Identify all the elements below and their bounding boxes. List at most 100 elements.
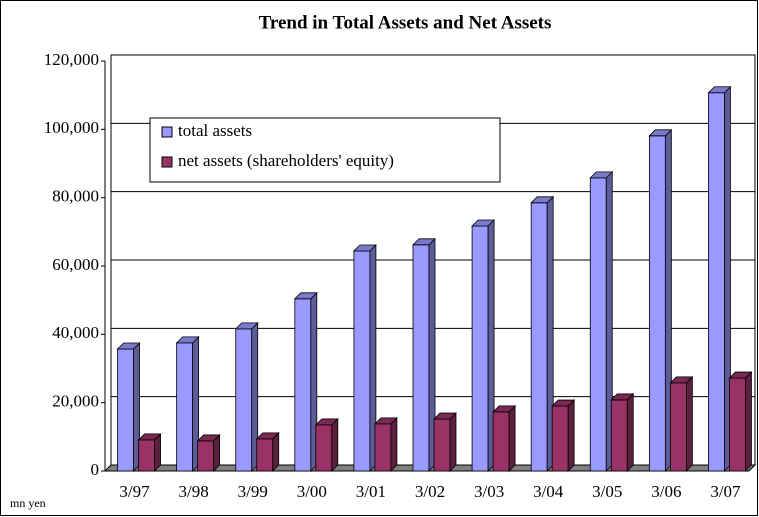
legend-label: net assets (shareholders' equity) [178,151,394,170]
y-tick-label: 80,000 [52,187,99,206]
bar [116,342,141,472]
bar-front [294,298,312,472]
bar [648,128,673,472]
x-tick-label: 3/05 [592,482,622,501]
y-tick-label: 60,000 [52,255,99,274]
bar-side [449,412,457,472]
y-tick-label: 120,000 [44,50,99,69]
bar-front [551,405,569,472]
bar-side [508,404,516,472]
bar-side [626,392,634,472]
bar-front [353,250,371,472]
bar-top [373,417,398,425]
bar-front [374,423,392,472]
bar [707,85,732,472]
bar-top [412,238,436,246]
bar-top [669,376,694,384]
y-tick-label: 0 [91,460,100,479]
bar-top [234,322,259,330]
bar-front [176,342,194,472]
bar-top [707,86,732,94]
bar [669,375,694,472]
bar [589,170,614,472]
bar [551,399,576,472]
bar [314,417,339,472]
y-tick-label: 40,000 [52,323,99,342]
bar-front [256,438,274,472]
bar-front [235,328,253,472]
bar-front [412,244,430,472]
bar [610,392,635,472]
bar-front [471,225,489,472]
legend-swatch [161,126,173,138]
y-tick-label: 20,000 [52,392,99,411]
bar-top [648,129,673,137]
bar [352,244,377,472]
bar-side [331,417,339,472]
bar-top [471,219,496,227]
bar-front [315,424,333,472]
bar-top [255,432,280,440]
bar-front [138,439,155,472]
x-tick-label: 3/97 [119,482,150,501]
bar [530,195,555,472]
bar-top [530,196,555,204]
bar [293,291,318,472]
x-tick-label: 3/98 [179,482,209,501]
bar-top [551,399,576,407]
bar-top [314,418,339,426]
bar-top [352,244,377,252]
bar-front [669,382,687,472]
bar [433,412,457,472]
bar [728,371,753,472]
bar-front [610,399,628,472]
chart-title: Trend in Total Assets and Net Assets [259,12,552,33]
bar-front [492,411,510,472]
bar [137,432,162,472]
bar-front [433,418,451,472]
x-tick-label: 3/04 [533,482,564,501]
bar [234,321,259,472]
bar-top [116,342,141,350]
bar-side [567,399,575,472]
bar [492,404,517,472]
bar [196,433,221,472]
bar-top [433,412,457,420]
legend-swatch [161,156,173,168]
bar-top [610,393,635,401]
legend-label: total assets [178,121,252,140]
bar [412,237,436,472]
legend-box [149,117,501,183]
bar-top [293,292,318,300]
bar-front [117,348,134,472]
bar-front [589,177,607,472]
x-tick-label: 3/00 [297,482,327,501]
bar-front [197,440,215,472]
bar-side [390,416,398,472]
unit-label: mn yen [10,496,46,510]
x-tick-label: 3/01 [356,482,386,501]
bar-side [272,431,280,472]
bar-front [648,135,666,472]
bar-top [492,405,517,413]
bar-top [728,371,753,379]
bar [175,335,200,472]
y-tick-label: 100,000 [44,118,99,137]
bar-top [196,434,221,442]
bar [373,416,398,472]
bar-front [708,92,725,472]
x-tick-label: 3/03 [474,482,504,501]
x-tick-label: 3/99 [238,482,268,501]
bar-side [745,371,752,472]
x-tick-label: 3/02 [415,482,445,501]
x-tick-label: 3/06 [651,482,681,501]
bar-front [530,202,548,472]
bar-top [589,171,614,179]
bar-top [137,433,162,441]
x-tick-label: 3/07 [710,482,741,501]
bar [255,431,280,472]
bar-front [729,377,746,472]
bar-top [175,336,200,344]
bar-side [685,375,693,472]
